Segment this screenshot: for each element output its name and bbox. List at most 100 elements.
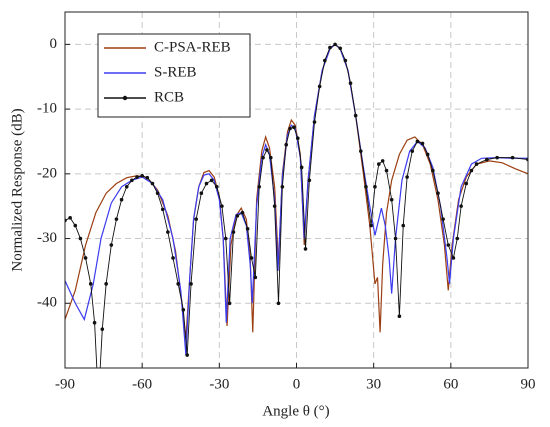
marker xyxy=(231,230,236,234)
marker xyxy=(317,84,322,89)
marker xyxy=(68,216,72,220)
legend-label: RCB xyxy=(154,89,184,105)
marker xyxy=(384,168,389,173)
marker xyxy=(249,256,254,260)
x-tick-label: -30 xyxy=(209,376,229,392)
y-tick-label: -30 xyxy=(37,230,57,246)
marker xyxy=(307,178,312,183)
marker xyxy=(204,181,209,186)
x-tick-label: 90 xyxy=(521,376,536,392)
marker xyxy=(389,197,394,202)
marker xyxy=(312,120,317,124)
marker xyxy=(348,81,353,85)
marker xyxy=(284,142,289,147)
marker xyxy=(431,168,435,173)
marker xyxy=(140,173,144,178)
marker xyxy=(288,126,292,131)
marker xyxy=(436,191,440,196)
marker xyxy=(261,155,265,160)
marker xyxy=(130,178,134,183)
marker xyxy=(214,184,219,189)
plot-area xyxy=(65,42,528,403)
marker xyxy=(292,125,296,130)
y-tick-label: 0 xyxy=(50,36,58,52)
marker xyxy=(322,58,327,63)
marker xyxy=(145,175,150,180)
marker xyxy=(328,45,332,50)
marker xyxy=(459,204,463,208)
marker xyxy=(124,184,129,189)
marker xyxy=(295,136,300,141)
marker xyxy=(109,243,114,247)
marker xyxy=(235,214,240,218)
marker xyxy=(268,155,273,160)
marker xyxy=(495,155,499,160)
y-axis-label: Normalized Response (dB) xyxy=(9,108,25,271)
marker xyxy=(455,236,460,241)
marker xyxy=(280,184,285,189)
marker xyxy=(88,282,93,286)
marker xyxy=(135,175,139,179)
marker xyxy=(104,282,108,286)
x-tick-label: 0 xyxy=(293,376,301,392)
legend-label: C-PSA-REB xyxy=(154,39,231,55)
marker xyxy=(401,223,406,228)
marker xyxy=(359,149,363,153)
marker xyxy=(245,227,250,231)
marker xyxy=(176,282,180,286)
x-tick-label: -90 xyxy=(55,376,75,392)
marker xyxy=(446,243,451,247)
marker xyxy=(276,301,281,306)
marker xyxy=(150,181,155,186)
marker xyxy=(253,275,258,280)
marker xyxy=(257,184,262,189)
marker xyxy=(464,181,469,186)
x-tick-label: -60 xyxy=(132,376,152,392)
marker xyxy=(194,217,198,221)
marker xyxy=(377,162,381,166)
marker xyxy=(338,46,343,51)
x-tick-label: 30 xyxy=(366,376,381,392)
marker xyxy=(181,307,186,312)
marker xyxy=(410,149,415,153)
marker xyxy=(199,191,204,196)
marker xyxy=(171,256,175,260)
marker xyxy=(373,184,377,189)
legend-label: S-REB xyxy=(154,64,197,80)
marker xyxy=(364,184,368,189)
marker xyxy=(469,168,474,173)
marker xyxy=(119,197,124,202)
marker xyxy=(425,152,430,157)
marker xyxy=(155,191,160,196)
marker xyxy=(83,256,88,260)
marker xyxy=(209,178,214,183)
marker xyxy=(160,207,165,212)
marker xyxy=(333,42,337,47)
y-tick-label: -20 xyxy=(37,165,57,181)
marker xyxy=(353,113,358,118)
y-tick-label: -10 xyxy=(37,101,57,117)
marker xyxy=(474,162,479,166)
marker xyxy=(97,399,101,403)
marker xyxy=(485,157,489,162)
marker xyxy=(405,175,409,179)
marker xyxy=(303,247,308,251)
marker xyxy=(451,256,456,260)
marker xyxy=(510,155,515,160)
marker xyxy=(343,58,348,63)
y-tick-label: -40 xyxy=(37,295,57,311)
marker xyxy=(189,282,193,286)
marker xyxy=(299,165,304,170)
x-tick-label: 60 xyxy=(443,376,458,392)
marker xyxy=(393,236,398,241)
marker xyxy=(380,159,385,163)
x-axis-label: Angle θ (°) xyxy=(262,403,329,419)
legend-marker xyxy=(122,95,128,101)
marker xyxy=(100,327,105,331)
marker xyxy=(265,148,269,152)
marker xyxy=(441,217,445,221)
marker xyxy=(73,223,78,228)
series-line xyxy=(65,43,528,368)
marker xyxy=(397,314,402,319)
